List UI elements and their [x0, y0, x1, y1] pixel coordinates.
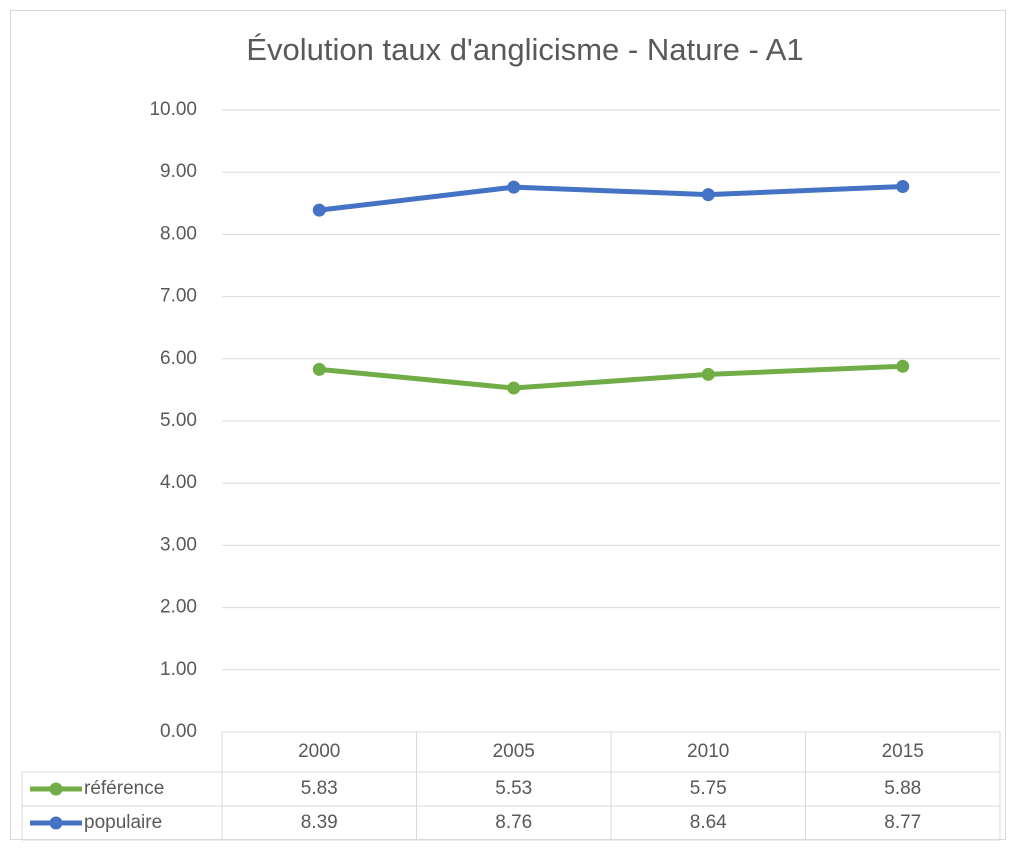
table-value: 5.53 [495, 778, 532, 799]
series-line [319, 363, 903, 391]
x-tick-label: 2000 [298, 741, 340, 762]
data-point [312, 362, 326, 376]
data-point [507, 180, 521, 194]
y-tick-label: 8.00 [160, 223, 197, 244]
y-tick-label: 4.00 [160, 472, 197, 493]
table-value: 8.77 [884, 812, 921, 833]
series-line [318, 184, 903, 213]
x-tick-label: 2015 [882, 741, 924, 762]
data-point [896, 359, 910, 373]
chart-border [10, 10, 1006, 840]
data-point [312, 203, 326, 217]
y-tick-label: 9.00 [160, 161, 197, 182]
legend-marker [49, 782, 63, 796]
table-value: 8.39 [301, 812, 338, 833]
y-tick-label: 2.00 [160, 597, 197, 618]
x-tick-label: 2005 [493, 741, 535, 762]
y-tick-label: 10.00 [149, 99, 197, 120]
y-tick-label: 3.00 [160, 534, 197, 555]
chart-title: Évolution taux d'anglicisme - Nature - A… [246, 32, 803, 67]
data-point [896, 180, 910, 194]
y-tick-label: 7.00 [160, 286, 197, 307]
y-tick-label: 5.00 [160, 410, 197, 431]
table-value: 5.88 [884, 778, 921, 799]
data-point [701, 367, 715, 381]
data-point [701, 188, 715, 202]
table-value: 8.64 [690, 812, 727, 833]
x-tick-label: 2010 [687, 741, 729, 762]
table-value: 5.75 [690, 778, 727, 799]
y-tick-label: 0.00 [160, 721, 197, 742]
y-tick-label: 1.00 [160, 659, 197, 680]
legend-label: référence [84, 778, 164, 799]
table-value: 8.76 [495, 812, 532, 833]
y-tick-label: 6.00 [160, 348, 197, 369]
data-point [507, 381, 521, 395]
legend-label: populaire [84, 812, 162, 833]
legend-marker [49, 816, 63, 830]
table-value: 5.83 [301, 778, 338, 799]
